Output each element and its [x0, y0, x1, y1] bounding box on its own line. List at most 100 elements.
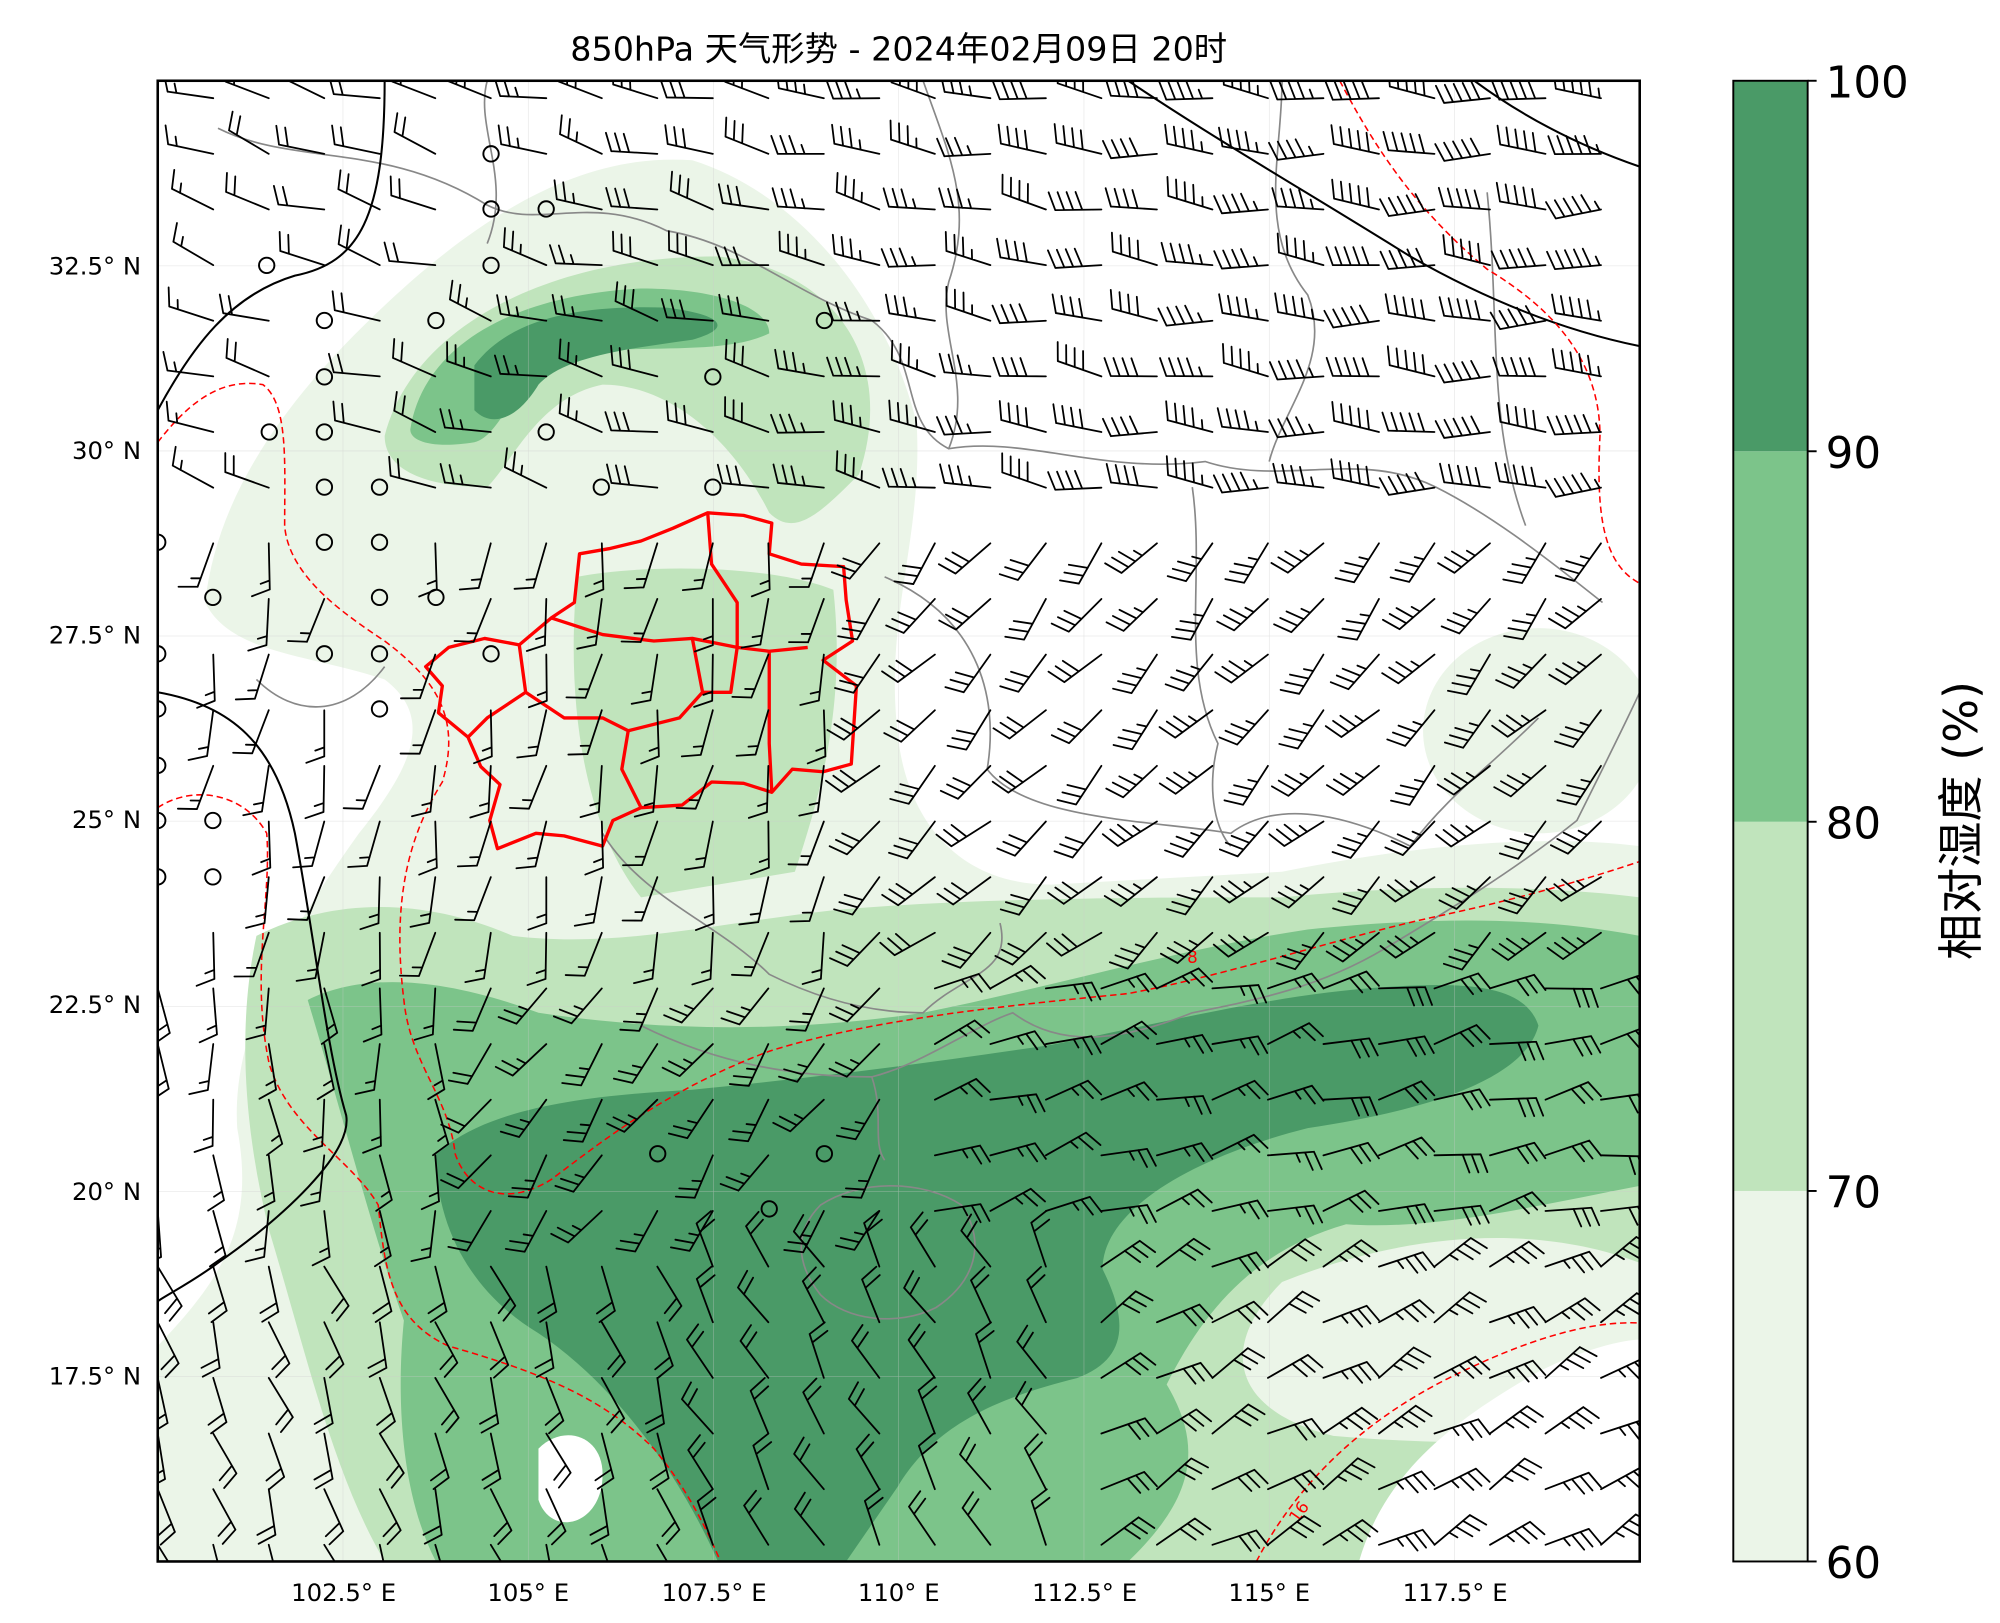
wind-barb [361, 931, 382, 987]
wind-barb [614, 281, 659, 322]
wind-barb [612, 230, 659, 267]
wind-barb [1267, 1418, 1325, 1441]
wind-barb [1322, 1096, 1378, 1117]
wind-barb [933, 1019, 991, 1045]
wind-barb [323, 1321, 345, 1379]
wind-barb [837, 598, 881, 641]
wind-barb [1222, 343, 1269, 378]
wind-barb [1440, 598, 1491, 635]
wind-barb [612, 1043, 659, 1084]
wind-barb [885, 598, 936, 634]
wind-barb [991, 303, 1047, 325]
wind-barb [1379, 876, 1436, 903]
calm-wind-circle [260, 423, 278, 441]
wind-barb [1047, 191, 1103, 212]
wind-barb [508, 764, 548, 810]
wind-barb [661, 1043, 714, 1078]
calm-wind-circle [592, 478, 610, 496]
wind-barb [362, 987, 383, 1043]
wind-barb [494, 80, 548, 100]
wind-barb [561, 1043, 603, 1087]
wind-barb [1325, 931, 1380, 963]
wind-barb [1547, 134, 1602, 155]
wind-barb [440, 1154, 492, 1190]
wind-barb [798, 764, 825, 817]
wind-barb [1052, 403, 1103, 433]
rh-90-100 [435, 307, 1539, 1562]
wind-barb [311, 1210, 331, 1267]
chart-title: 850hPa 天气形势 - 2024年02月09日 20时 [570, 29, 1227, 68]
wind-barb [1158, 764, 1214, 795]
wind-barb [1171, 598, 1214, 641]
wind-barb [826, 356, 881, 378]
wind-barb [256, 1154, 276, 1211]
wind-barb [225, 338, 270, 378]
wind-barb [1546, 931, 1602, 960]
wind-barb [793, 1491, 825, 1546]
wind-barb [1218, 709, 1269, 746]
wind-barb [1279, 653, 1325, 695]
wind-barb [329, 80, 381, 100]
wind-barb [997, 123, 1047, 155]
wind-barb [196, 653, 216, 709]
wind-barb [1269, 80, 1325, 101]
wind-barb [1103, 876, 1158, 907]
wind-barb [890, 339, 936, 378]
wind-barb [1166, 876, 1214, 916]
wind-barb [1489, 1359, 1547, 1383]
wind-barb [313, 1432, 334, 1490]
wind-barb [1056, 341, 1103, 378]
wind-barb [1495, 181, 1547, 211]
wind-barb [1325, 246, 1380, 267]
wind-barb [1156, 1142, 1214, 1162]
wind-barb [835, 172, 881, 211]
wind-barb [573, 876, 603, 927]
wind-barb [1544, 1081, 1602, 1104]
wind-barb [941, 80, 992, 100]
wind-barb [1600, 1358, 1640, 1381]
wind-barb [1433, 1418, 1491, 1441]
calm-wind-circle [315, 368, 334, 386]
wind-barb [945, 285, 992, 322]
wind-barb [1218, 126, 1269, 155]
wind-barb [939, 463, 992, 489]
wind-barb [935, 820, 992, 848]
wind-barb [1556, 764, 1602, 806]
wind-barb [1322, 1406, 1379, 1435]
wind-barb [1278, 709, 1325, 750]
wind-barb [558, 393, 603, 433]
wind-barb [1023, 1433, 1047, 1491]
wind-barb [1211, 984, 1268, 1005]
wind-barb [833, 876, 881, 916]
wind-barb [1545, 194, 1602, 220]
rh-low-southeast [1358, 1339, 1640, 1562]
wind-barb [735, 709, 770, 757]
wind-barb [959, 1436, 992, 1491]
wind-barb [1322, 1361, 1380, 1384]
wind-barb [681, 542, 714, 591]
wind-barb [970, 1266, 992, 1324]
wind-barb [770, 413, 825, 434]
wind-barb [489, 1488, 513, 1546]
wind-barb [1157, 304, 1214, 327]
wind-barb [665, 400, 714, 433]
wind-barb [479, 1376, 500, 1434]
calm-wind-circle [370, 533, 389, 551]
wind-barb [1384, 820, 1436, 856]
wind-barb [410, 1210, 437, 1262]
wind-barb [552, 987, 603, 1025]
wind-barb [656, 1488, 681, 1545]
wind-barb [557, 80, 603, 100]
wind-barb [772, 463, 825, 489]
wind-barb [502, 227, 548, 267]
wind-barb [1331, 820, 1380, 859]
wind-barb [1100, 972, 1158, 993]
wind-barb [258, 1043, 277, 1100]
wind-barb [828, 987, 881, 1023]
wind-barb [267, 1376, 294, 1434]
wind-barb [1159, 357, 1214, 378]
wind-barb [883, 709, 936, 743]
wind-barb [1159, 931, 1214, 964]
wind-barb [331, 290, 381, 322]
wind-barb [188, 1043, 215, 1096]
